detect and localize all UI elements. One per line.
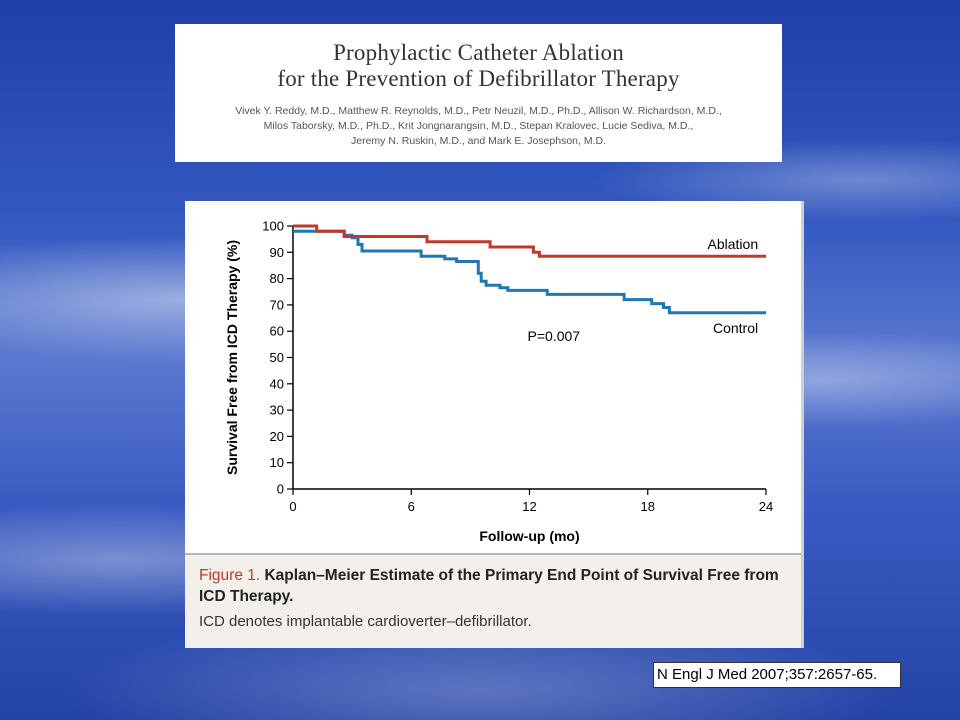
y-tick-label: 90 [270,245,284,260]
axes: 0 10 20 30 40 50 60 70 80 90 100 0 6 12 18 24 [262,219,773,515]
caption-heading: Figure 1. Kaplan–Meier Estimate of the P… [199,565,787,607]
author-line-2: Milos Taborsky, M.D., Ph.D., Krit Jongna… [263,120,694,132]
author-line-1: Vivek Y. Reddy, M.D., Matthew R. Reynold… [235,105,722,117]
figure-description: ICD denotes implantable cardioverter–def… [199,613,532,630]
series-layer [293,224,766,315]
x-tick-label: 24 [759,499,773,514]
x-tick-label: 6 [408,499,415,514]
y-tick-label: 70 [270,297,284,312]
y-tick-label: 60 [270,324,284,339]
article-title-line-2: for the Prevention of Defibrillator Ther… [277,66,680,91]
author-line-3: Jeremy N. Ruskin, M.D., and Mark E. Jose… [351,135,606,147]
citation-label: N Engl J Med 2007;357:2657-65. [653,662,901,688]
x-tick-label: 18 [641,499,655,514]
article-title-card: Prophylactic Catheter Ablation for the P… [175,24,782,162]
series-line-control [293,229,766,315]
kaplan-meier-chart: 0 10 20 30 40 50 60 70 80 90 100 0 6 12 18 24 Follow-up… [224,219,773,545]
y-tick-label: 80 [270,271,284,286]
ablation-series-label: Ablation [708,236,759,252]
y-axis-label: Survival Free from ICD Therapy (%) [224,240,240,475]
series-line-ablation [293,224,766,258]
figure-card: 0 10 20 30 40 50 60 70 80 90 100 0 6 12 18 24 Follow-up… [185,201,804,648]
chart-labels: Follow-up (mo) Survival Free from ICD The… [224,236,758,544]
y-tick-label: 10 [270,455,284,470]
x-tick-label: 0 [289,499,296,514]
y-tick-label: 50 [270,350,284,365]
y-tick-label: 30 [270,403,284,418]
x-tick-label: 12 [522,499,536,514]
figure-caption: Figure 1. Kaplan–Meier Estimate of the P… [185,553,801,648]
x-axis-label: Follow-up (mo) [479,528,579,544]
article-title-line-1: Prophylactic Catheter Ablation [333,40,624,65]
y-tick-label: 100 [262,219,284,234]
figure-title: Kaplan–Meier Estimate of the Primary End… [199,567,779,605]
author-list: Vivek Y. Reddy, M.D., Matthew R. Reynold… [175,104,782,149]
control-series-label: Control [713,320,758,336]
figure-label: Figure 1. [199,567,261,584]
y-tick-label: 40 [270,376,284,391]
y-tick-label: 0 [277,482,284,497]
p-value-annotation: P=0.007 [528,328,581,344]
y-tick-label: 20 [270,429,284,444]
